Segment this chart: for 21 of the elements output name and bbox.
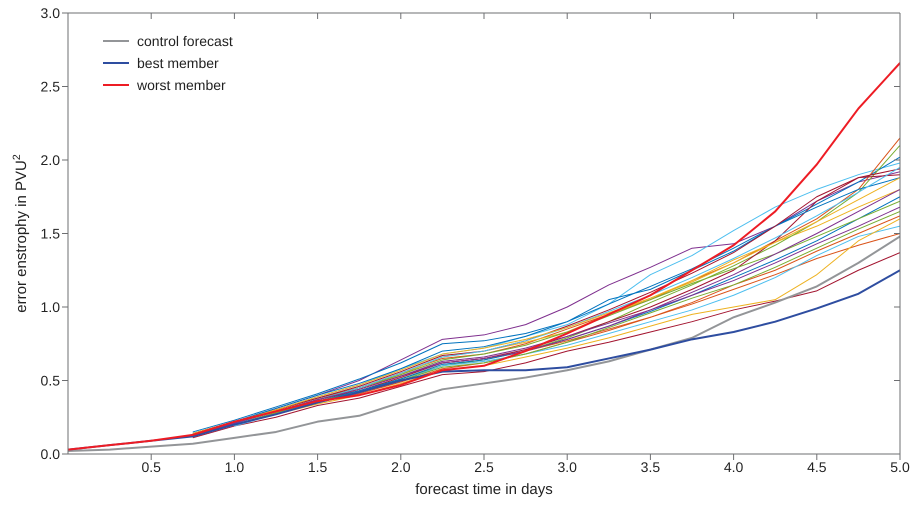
x-tick-label: 2.0 bbox=[391, 458, 411, 475]
x-tick-label: 1.0 bbox=[224, 458, 244, 475]
y-tick-label: 2.0 bbox=[40, 152, 60, 168]
legend-label: best member bbox=[137, 55, 219, 71]
x-tick-label: 5.0 bbox=[890, 458, 910, 475]
y-tick-label: 0.5 bbox=[40, 372, 60, 388]
x-axis-title: forecast time in days bbox=[415, 481, 553, 498]
x-tick-label: 2.5 bbox=[474, 458, 494, 475]
x-tick-label: 0.5 bbox=[141, 458, 162, 475]
y-tick-label: 3.0 bbox=[40, 4, 60, 21]
x-tick-label: 3.5 bbox=[640, 458, 660, 475]
y-tick-label: 1.5 bbox=[40, 225, 60, 242]
x-tick-label: 3.0 bbox=[557, 458, 578, 475]
y-tick-label: 2.5 bbox=[40, 78, 60, 94]
legend-label: control forecast bbox=[137, 33, 233, 49]
legend-label: worst member bbox=[137, 77, 226, 93]
x-tick-label: 1.5 bbox=[308, 458, 328, 475]
y-tick-label: 1.0 bbox=[40, 298, 60, 315]
x-tick-label: 4.0 bbox=[724, 458, 744, 475]
y-tick-label: 0.0 bbox=[40, 446, 60, 462]
x-tick-label: 4.5 bbox=[807, 458, 827, 475]
